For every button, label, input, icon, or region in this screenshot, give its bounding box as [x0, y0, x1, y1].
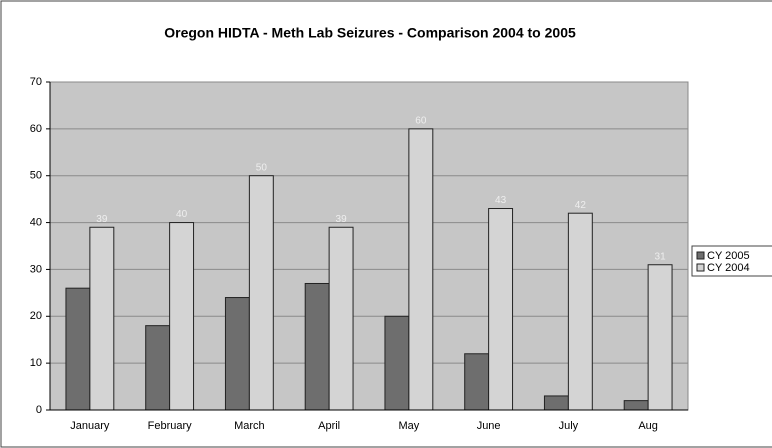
legend-swatch [696, 263, 705, 272]
bar [543, 395, 569, 411]
x-tick-label: July [559, 420, 579, 432]
y-tick-label: 20 [30, 310, 42, 322]
bar [224, 297, 250, 411]
bar [89, 226, 115, 411]
x-tick-label: January [70, 420, 110, 432]
data-label: 39 [96, 214, 108, 225]
legend-label: CY 2005 [707, 250, 750, 262]
bar [169, 222, 195, 411]
legend-label: CY 2004 [707, 262, 750, 274]
bar [464, 353, 490, 411]
bar [328, 226, 354, 411]
x-tick-label: June [477, 420, 501, 432]
data-label: 39 [336, 214, 348, 225]
data-label: 60 [415, 115, 427, 126]
y-tick-label: 40 [30, 216, 42, 228]
bar [567, 212, 593, 411]
x-tick-label: Aug [638, 420, 658, 432]
legend-swatch [696, 251, 705, 260]
bar [647, 264, 673, 411]
bar [304, 282, 330, 411]
y-tick-label: 70 [30, 76, 42, 88]
data-label: 42 [575, 200, 587, 211]
x-tick-label: April [318, 420, 340, 432]
y-tick-label: 0 [36, 404, 42, 416]
bar [145, 325, 171, 411]
x-tick-label: February [148, 420, 193, 432]
y-tick-label: 10 [30, 357, 42, 369]
bar [384, 315, 410, 411]
bar [488, 208, 514, 411]
data-label: 40 [176, 209, 188, 220]
data-label: 31 [655, 251, 667, 262]
bar [408, 128, 434, 411]
bar [65, 287, 91, 411]
y-tick-label: 50 [30, 170, 42, 182]
legend-box [691, 245, 772, 277]
x-tick-label: March [234, 420, 265, 432]
x-tick-label: May [398, 420, 419, 432]
chart-title: Oregon HIDTA - Meth Lab Seizures - Compa… [164, 25, 576, 41]
bar [248, 175, 274, 411]
y-tick-label: 30 [30, 263, 42, 275]
y-tick-label: 60 [30, 123, 42, 135]
data-label: 43 [495, 195, 507, 206]
data-label: 50 [256, 162, 268, 173]
bar [623, 400, 649, 411]
